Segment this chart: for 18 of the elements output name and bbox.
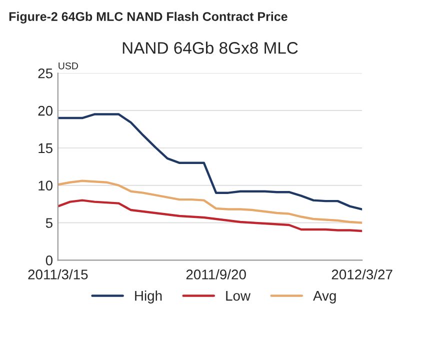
- legend-label: Avg: [313, 291, 336, 304]
- chart-title: NAND 64Gb 8Gx8 MLC: [122, 42, 298, 54]
- legend-label: Low: [226, 291, 251, 301]
- y-tick-label: 10: [38, 180, 53, 191]
- y-axis-title: USD: [58, 62, 78, 70]
- y-tick-label: 25: [38, 68, 52, 78]
- y-tick-label: 15: [38, 143, 52, 154]
- y-tick-label: 20: [38, 106, 53, 116]
- x-tick-label: 2011/9/20: [186, 269, 246, 280]
- chart-subtitle: Figure-2 64Gb MLC NAND Flash Contract Price: [9, 12, 288, 24]
- line-series: [58, 199, 362, 232]
- line-series: [58, 113, 362, 210]
- x-tick-label: 2011/3/15: [28, 269, 88, 280]
- x-tick-label: 2012/3/27: [332, 269, 392, 280]
- y-tick-label: 5: [46, 218, 52, 228]
- y-tick-label: 0: [46, 256, 53, 266]
- line-series: [58, 180, 362, 224]
- legend-label: High: [135, 290, 162, 304]
